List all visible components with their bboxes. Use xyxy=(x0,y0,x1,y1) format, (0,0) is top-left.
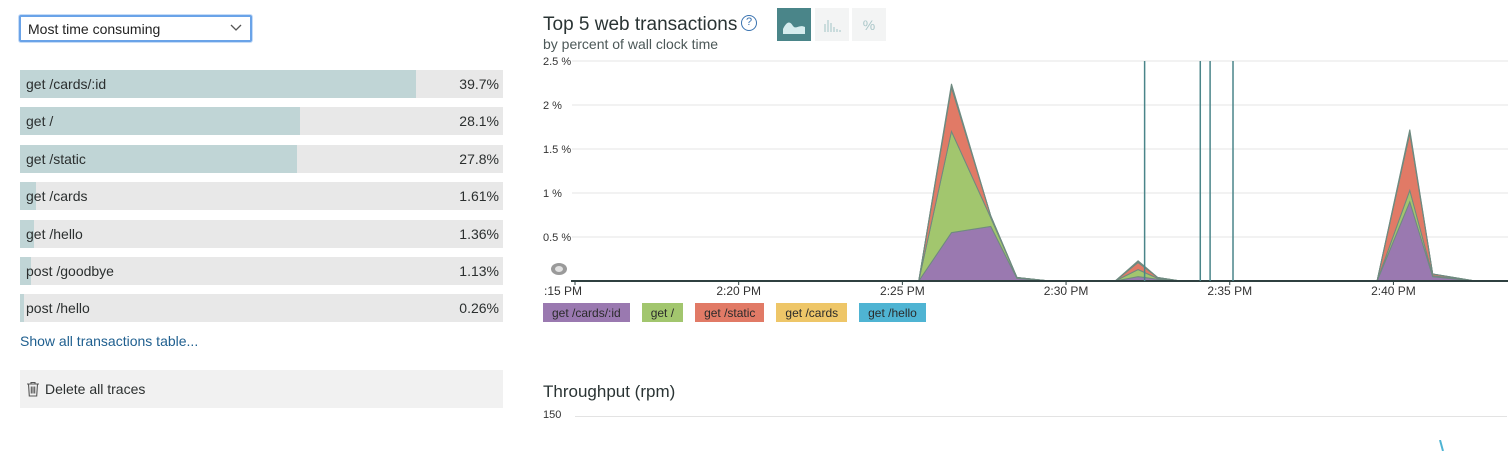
y-tick-label: 1.5 % xyxy=(543,144,571,156)
trash-icon xyxy=(27,381,39,397)
transaction-percent: 28.1% xyxy=(459,113,499,130)
legend-item[interactable]: get /static xyxy=(695,303,765,322)
transaction-name: get / xyxy=(26,113,54,130)
percent-view-button[interactable]: % xyxy=(852,8,886,41)
transaction-name: get /static xyxy=(26,150,86,167)
area-series xyxy=(575,85,1508,282)
throughput-y-tick: 150 xyxy=(543,409,562,421)
legend-item[interactable]: get / xyxy=(641,303,684,322)
legend-item[interactable]: get /hello xyxy=(859,303,926,322)
transaction-percent: 1.36% xyxy=(459,225,499,242)
y-tick-label: 0.5 % xyxy=(543,232,571,244)
area-series xyxy=(575,129,1508,282)
chevron-down-icon xyxy=(230,24,242,31)
transaction-bar-fill xyxy=(20,107,301,136)
area-chart-icon xyxy=(783,22,805,34)
transaction-bar-fill xyxy=(20,294,24,323)
histogram-view-button[interactable] xyxy=(815,8,849,41)
transaction-row[interactable]: get /static 27.8% xyxy=(20,144,503,173)
transaction-percent: 27.8% xyxy=(459,150,499,167)
help-icon[interactable]: ? xyxy=(741,15,757,31)
x-tick-label: 2:40 PM xyxy=(1371,284,1416,298)
throughput-gridline xyxy=(575,416,1507,417)
area-series xyxy=(575,83,1508,282)
transaction-row[interactable]: post /hello 0.26% xyxy=(20,294,503,323)
transaction-percent: 1.61% xyxy=(459,188,499,205)
transaction-bar-fill xyxy=(20,219,34,248)
delete-all-traces-button[interactable]: Delete all traces xyxy=(20,370,503,408)
transaction-bar-fill xyxy=(20,70,416,98)
transaction-row[interactable]: get / 28.1% xyxy=(20,107,503,136)
area-series xyxy=(575,200,1508,282)
throughput-series-line xyxy=(1439,440,1444,451)
transaction-row[interactable]: get /cards 1.61% xyxy=(20,182,503,211)
legend-item[interactable]: get /cards/:id xyxy=(543,303,630,322)
sort-select[interactable]: Most time consuming xyxy=(19,15,252,42)
transaction-name: get /cards xyxy=(26,188,88,205)
transaction-list: get /cards/:id 39.7% get / 28.1% get /static… xyxy=(20,70,503,332)
transaction-row[interactable]: get /hello 1.36% xyxy=(20,219,503,248)
legend-item[interactable]: get /cards xyxy=(776,303,848,322)
transaction-name: post /goodbye xyxy=(26,262,114,279)
throughput-title: Throughput (rpm) xyxy=(543,382,676,401)
x-tick-label: :15 PM xyxy=(544,284,582,298)
chart-title: Top 5 web transactions xyxy=(543,14,738,35)
y-tick-label: 1 % xyxy=(543,188,562,200)
transaction-name: get /hello xyxy=(26,225,83,242)
chart-legend: get /cards/:id get / get /static get /cards… xyxy=(543,303,926,322)
sort-select-value: Most time consuming xyxy=(28,20,161,37)
chart-subtitle: by percent of wall clock time xyxy=(543,36,719,52)
transaction-name: post /hello xyxy=(26,300,90,317)
transaction-bar-fill xyxy=(20,144,298,173)
transaction-percent: 39.7% xyxy=(459,76,499,92)
area-chart-view-button[interactable] xyxy=(777,8,811,41)
transaction-row[interactable]: get /cards/:id 39.7% xyxy=(20,70,503,98)
y-tick-label: 2 % xyxy=(543,100,562,112)
show-all-transactions-link[interactable]: Show all transactions table... xyxy=(20,333,199,349)
area-series xyxy=(575,87,1508,282)
x-tick-label: 2:35 PM xyxy=(1207,284,1252,298)
x-tick-label: 2:25 PM xyxy=(880,284,925,298)
transaction-name: get /cards/:id xyxy=(26,76,107,92)
eye-icon-pupil xyxy=(555,266,563,272)
transaction-percent: 0.26% xyxy=(459,300,499,317)
transaction-row[interactable]: post /goodbye 1.13% xyxy=(20,256,503,285)
x-tick-label: 2:30 PM xyxy=(1044,284,1089,298)
y-tick-label: 2.5 % xyxy=(543,56,571,68)
histogram-icon xyxy=(824,19,841,32)
transaction-bar-fill xyxy=(20,256,32,285)
x-tick-label: 2:20 PM xyxy=(716,284,761,298)
transaction-bar-fill xyxy=(20,182,37,211)
delete-all-traces-label: Delete all traces xyxy=(45,381,146,397)
transaction-percent: 1.13% xyxy=(459,262,499,279)
transactions-area-chart: 2.5 % 2 % 1.5 % 1 % 0.5 % :15 PM 2:20 PM 2:25 P… xyxy=(543,56,1508,298)
percent-icon: % xyxy=(862,16,876,33)
